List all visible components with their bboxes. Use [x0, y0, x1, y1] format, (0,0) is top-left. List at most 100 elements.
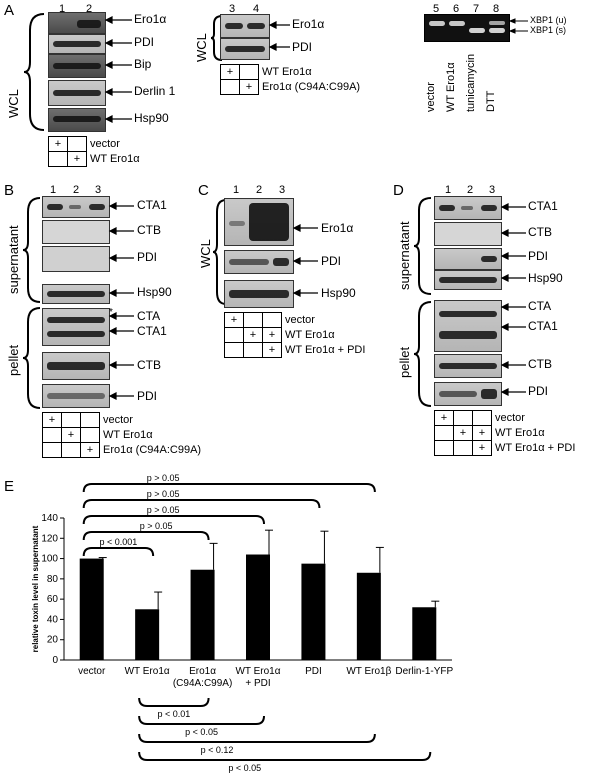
p-value-label: p < 0.001	[100, 537, 138, 547]
band-label: CTB	[137, 223, 161, 237]
y-tick-label: 120	[41, 533, 58, 544]
comparison-bracket	[138, 715, 265, 725]
y-tick-label: 100	[41, 554, 58, 565]
comparison-bracket	[82, 515, 265, 525]
blot-ero1a	[48, 12, 106, 34]
lane-number: 1	[444, 184, 452, 196]
p-value-label: p < 0.05	[228, 763, 261, 773]
lane-label: tunicamycin	[465, 53, 477, 112]
band-label: PDI	[528, 384, 549, 398]
wcl-label: WCL	[6, 89, 21, 118]
blot-ero1a	[224, 198, 294, 246]
lane-number: 2	[466, 184, 474, 196]
bar	[190, 569, 215, 660]
blot-pdi	[224, 250, 294, 274]
y-tick-label: 40	[47, 614, 59, 625]
band-label: Hsp90	[528, 271, 563, 285]
lane-number: 4	[252, 3, 260, 15]
y-tick-label: 0	[52, 655, 58, 666]
p-value-label: p > 0.05	[147, 505, 180, 515]
y-tick-label: 80	[47, 574, 59, 585]
lane-label: vector	[425, 82, 437, 112]
panel-B-letter: B	[4, 182, 15, 199]
lane-number: 7	[472, 3, 480, 15]
p-value-label: p > 0.05	[140, 521, 173, 531]
comparison-bracket	[82, 547, 155, 557]
condition-grid: + vector + + WT Ero1α + WT Ero1α + PDI	[434, 410, 578, 456]
xbp1-gel	[424, 14, 510, 42]
lane-number: 1	[232, 184, 240, 196]
blot-hsp90	[42, 284, 110, 304]
band-label: CTA	[528, 299, 552, 313]
band-label: Derlin 1	[134, 84, 176, 98]
blot-hsp90	[224, 280, 294, 308]
pellet-label: pellet	[397, 346, 412, 378]
x-tick-label: WT Ero1β	[346, 666, 391, 677]
bar	[301, 563, 326, 660]
lane-number: 2	[85, 3, 93, 15]
band-label: CTA1	[528, 319, 558, 333]
band-label: Ero1α	[321, 221, 354, 235]
p-value-label: p > 0.05	[147, 473, 180, 483]
x-tick-label: vector	[78, 666, 106, 677]
band-label: PDI	[137, 250, 158, 264]
lane-number: 3	[488, 184, 496, 196]
band-label: CTA1	[137, 198, 167, 212]
bar	[356, 572, 381, 660]
condition-grid: + vector + + WT Ero1α + WT Ero1α + PDI	[224, 312, 368, 358]
band-label: Bip	[134, 57, 152, 71]
blot-cta	[42, 308, 110, 346]
band-label: XBP1 (s)	[530, 25, 567, 35]
x-tick-label: PDI	[305, 666, 322, 677]
blot-pdi	[48, 34, 106, 54]
wcl-label: WCL	[194, 33, 209, 62]
blot-pdi	[434, 248, 502, 270]
band-label: PDI	[137, 389, 158, 403]
left-brace-icon	[23, 13, 45, 131]
band-label: CTB	[528, 225, 552, 239]
bar	[135, 609, 160, 660]
blot-ctb	[434, 222, 502, 246]
band-arrows	[292, 224, 318, 297]
lane-number: 3	[94, 184, 102, 196]
blot-hsp90	[48, 108, 106, 132]
band-label: CTA	[137, 309, 161, 323]
band-label: Ero1α	[134, 12, 167, 26]
blot-ctb-pellet	[42, 352, 110, 380]
comparison-bracket	[138, 697, 210, 707]
blot-bip	[48, 54, 106, 78]
y-tick-label: 140	[41, 513, 58, 524]
comparison-bracket	[82, 483, 376, 493]
left-brace-icon	[413, 197, 432, 295]
y-tick-label: 60	[47, 594, 59, 605]
comparison-bracket	[82, 531, 210, 541]
band-label: PDI	[321, 254, 342, 268]
band-label: Hsp90	[137, 285, 172, 299]
lane-number: 1	[49, 184, 57, 196]
blot-hsp90	[434, 270, 502, 290]
left-brace-icon	[413, 301, 432, 407]
blot-pdi-pellet	[42, 384, 110, 408]
pellet-label: pellet	[6, 344, 21, 376]
blot-ctb	[42, 220, 110, 244]
y-tick-label: 20	[47, 635, 59, 646]
p-value-label: p < 0.01	[157, 709, 190, 719]
bar	[79, 558, 104, 660]
wcl-label: WCL	[198, 239, 213, 268]
lane-number: 8	[492, 3, 500, 15]
lane-number: 3	[228, 3, 236, 15]
band-label: Hsp90	[321, 286, 356, 300]
bar	[246, 554, 270, 660]
band-label: Ero1α	[292, 17, 325, 31]
middle-brace-icon	[210, 15, 223, 61]
supernatant-label: supernatant	[397, 221, 412, 290]
p-value-label: p > 0.05	[147, 489, 180, 499]
blot-ero1a	[220, 14, 270, 38]
left-brace-icon	[22, 197, 41, 303]
blot-pdi	[220, 38, 270, 60]
condition-grid: + vector + WT Ero1α	[48, 136, 142, 167]
band-label: CTB	[528, 357, 552, 371]
lane-number: 5	[432, 3, 440, 15]
condition-grid: + WT Ero1α + Ero1α (C94A:C99A)	[220, 64, 363, 95]
band-arrows	[508, 18, 528, 34]
